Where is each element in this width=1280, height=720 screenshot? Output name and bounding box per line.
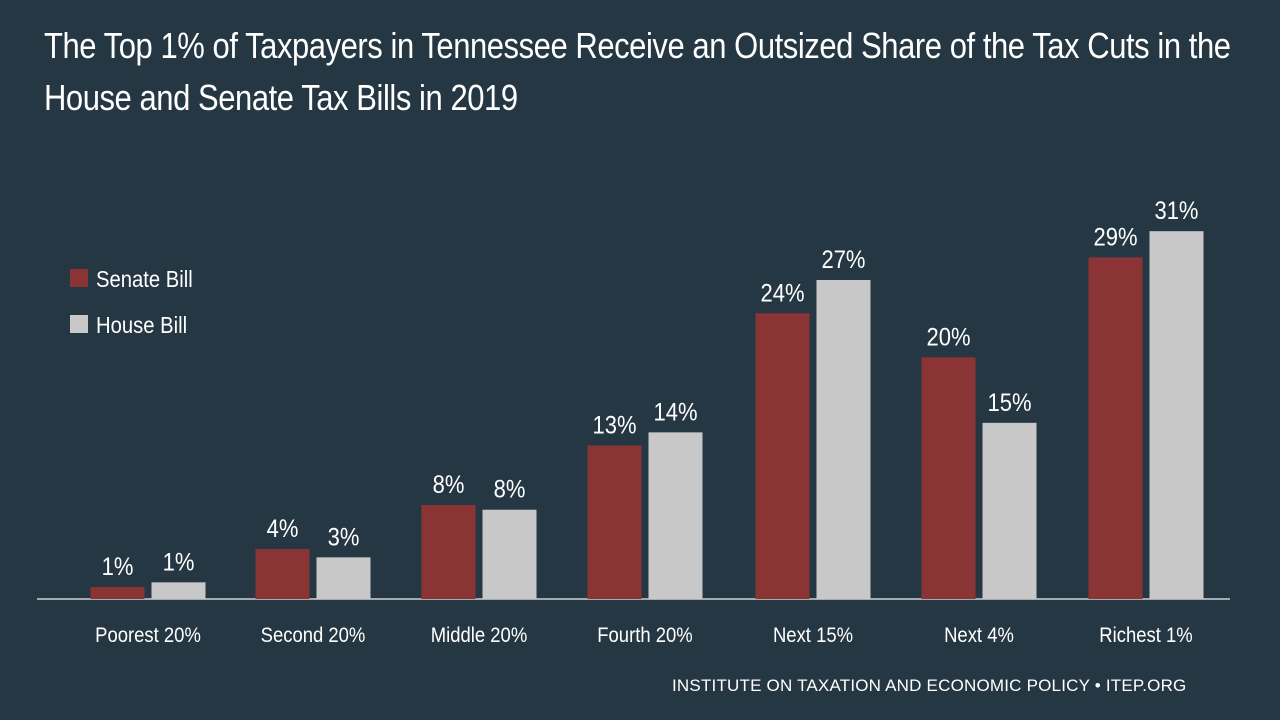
data-label-senate-3: 13% bbox=[592, 411, 636, 439]
data-label-house-5: 15% bbox=[987, 389, 1031, 417]
bar-house-4 bbox=[816, 279, 871, 599]
data-label-senate-0: 1% bbox=[102, 553, 134, 581]
bar-senate-2 bbox=[421, 504, 476, 599]
legend-label-house: House Bill bbox=[96, 312, 187, 339]
category-label-6: Richest 1% bbox=[1099, 624, 1192, 647]
data-label-house-1: 3% bbox=[328, 523, 360, 551]
bar-senate-3 bbox=[587, 445, 642, 599]
data-label-senate-2: 8% bbox=[433, 471, 465, 499]
legend-label-senate: Senate Bill bbox=[96, 266, 193, 293]
bar-house-6 bbox=[1149, 231, 1204, 600]
bar-senate-1 bbox=[255, 549, 310, 599]
category-label-5: Next 4% bbox=[944, 624, 1014, 647]
category-label-4: Next 15% bbox=[773, 624, 853, 647]
data-label-senate-4: 24% bbox=[760, 279, 804, 307]
legend-swatch-house bbox=[70, 315, 88, 333]
chart-footer: INSTITUTE ON TAXATION AND ECONOMIC POLIC… bbox=[672, 676, 1187, 695]
chart-title: The Top 1% of Taxpayers in Tennessee Rec… bbox=[44, 25, 1231, 118]
category-label-2: Middle 20% bbox=[431, 624, 527, 647]
data-label-house-3: 14% bbox=[653, 398, 697, 426]
bar-house-2 bbox=[482, 509, 537, 599]
bar-house-0 bbox=[151, 582, 206, 599]
category-label-1: Second 20% bbox=[261, 624, 366, 647]
bar-senate-6 bbox=[1088, 257, 1143, 599]
bar-senate-5 bbox=[921, 357, 976, 599]
bar-house-5 bbox=[982, 422, 1037, 599]
data-label-house-2: 8% bbox=[494, 475, 526, 503]
data-label-house-0: 1% bbox=[163, 548, 195, 576]
bar-house-3 bbox=[648, 432, 703, 599]
data-label-senate-5: 20% bbox=[926, 323, 970, 351]
category-label-0: Poorest 20% bbox=[95, 624, 201, 647]
category-label-3: Fourth 20% bbox=[597, 624, 692, 647]
bar-senate-0 bbox=[90, 587, 145, 599]
data-label-senate-6: 29% bbox=[1093, 223, 1137, 251]
data-label-senate-1: 4% bbox=[267, 515, 299, 543]
data-label-house-4: 27% bbox=[821, 246, 865, 274]
data-label-house-6: 31% bbox=[1154, 197, 1198, 225]
legend-swatch-senate bbox=[70, 269, 88, 287]
bar-house-1 bbox=[316, 557, 371, 599]
bar-senate-4 bbox=[755, 313, 810, 599]
